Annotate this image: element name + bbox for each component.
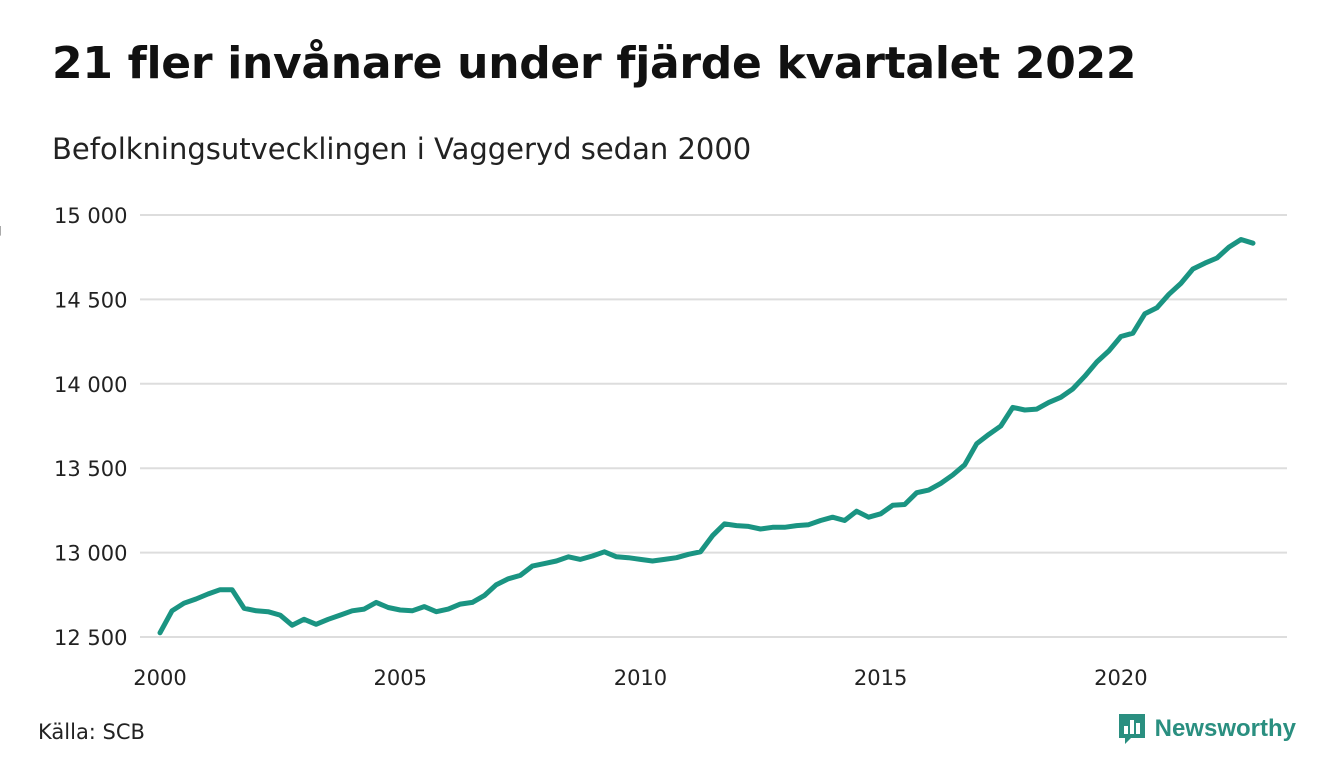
x-tick-label: 2020 <box>1094 666 1147 690</box>
y-tick-label: 13 500 <box>54 457 127 481</box>
y-tick-label: 14 500 <box>54 288 127 312</box>
series-layer <box>157 237 1256 636</box>
y-axis-ticks: 12 500 13 000 13 500 14 000 14 500 15 000 <box>54 204 127 650</box>
source-note: Källa: SCB <box>38 720 145 744</box>
y-tick-label: 15 000 <box>54 204 127 228</box>
series-line <box>157 237 1256 636</box>
x-axis-ticks: 2000 2005 2010 2015 2020 <box>133 666 1147 690</box>
brand-name: Newsworthy <box>1154 715 1296 742</box>
x-tick-label: 2000 <box>133 666 186 690</box>
gridlines <box>140 214 1287 638</box>
brand-logo[interactable]: Newsworthy <box>1117 712 1296 746</box>
y-tick-label: 12 500 <box>54 626 127 650</box>
bar-chart-speech-icon <box>1118 714 1145 744</box>
x-tick-label: 2015 <box>854 666 907 690</box>
x-tick-label: 2010 <box>614 666 667 690</box>
x-tick-label: 2005 <box>373 666 426 690</box>
chart-subtitle: Befolkningsutvecklingen i Vaggeryd sedan… <box>52 132 752 166</box>
y-tick-label: 13 000 <box>54 542 127 566</box>
y-tick-label: 14 000 <box>54 373 127 397</box>
chart-title: 21 fler invånare under fjärde kvartalet … <box>52 38 1137 89</box>
